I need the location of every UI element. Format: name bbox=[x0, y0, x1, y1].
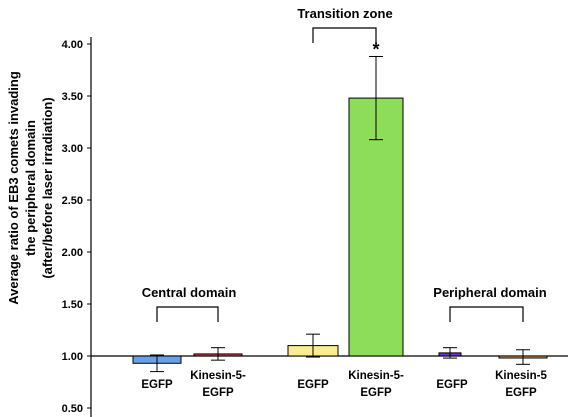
significance-asterisk: * bbox=[372, 39, 379, 59]
x-category-label: EGFP bbox=[436, 379, 468, 391]
x-category-label: Kinesin-5- bbox=[348, 370, 404, 382]
y-tick-label: 3.00 bbox=[62, 143, 83, 155]
group-label: Central domain bbox=[142, 285, 237, 300]
y-tick-label: 2.00 bbox=[62, 247, 83, 259]
x-category-label: Kinesin-5- bbox=[190, 370, 246, 382]
bar bbox=[348, 97, 404, 357]
group-bracket bbox=[449, 306, 524, 322]
x-category-label: EGFP bbox=[297, 379, 329, 391]
x-category-label: EGFP bbox=[141, 379, 173, 391]
x-category-label: Kinesin-5 bbox=[495, 370, 547, 382]
x-category-label: EGFP bbox=[505, 387, 537, 399]
y-axis-label: Average ratio of EB3 comets invading bbox=[6, 71, 21, 305]
group-label: Peripheral domain bbox=[433, 285, 546, 300]
group-bracket bbox=[312, 27, 377, 43]
group-label: Transition zone bbox=[297, 6, 392, 21]
y-tick-label: 4.00 bbox=[62, 39, 83, 51]
y-axis-label: the peripheral domain bbox=[23, 120, 38, 256]
y-axis-label: (after/before laser irradiation) bbox=[40, 97, 55, 278]
y-tick-label: 0.50 bbox=[62, 403, 83, 415]
x-category-label: EGFP bbox=[202, 387, 234, 399]
y-tick-label: 1.00 bbox=[62, 351, 83, 363]
x-category-label: EGFP bbox=[360, 387, 392, 399]
y-tick-label: 2.50 bbox=[62, 195, 83, 207]
y-tick-label: 3.50 bbox=[62, 91, 83, 103]
group-bracket bbox=[156, 306, 219, 322]
y-tick-label: 1.50 bbox=[62, 299, 83, 311]
